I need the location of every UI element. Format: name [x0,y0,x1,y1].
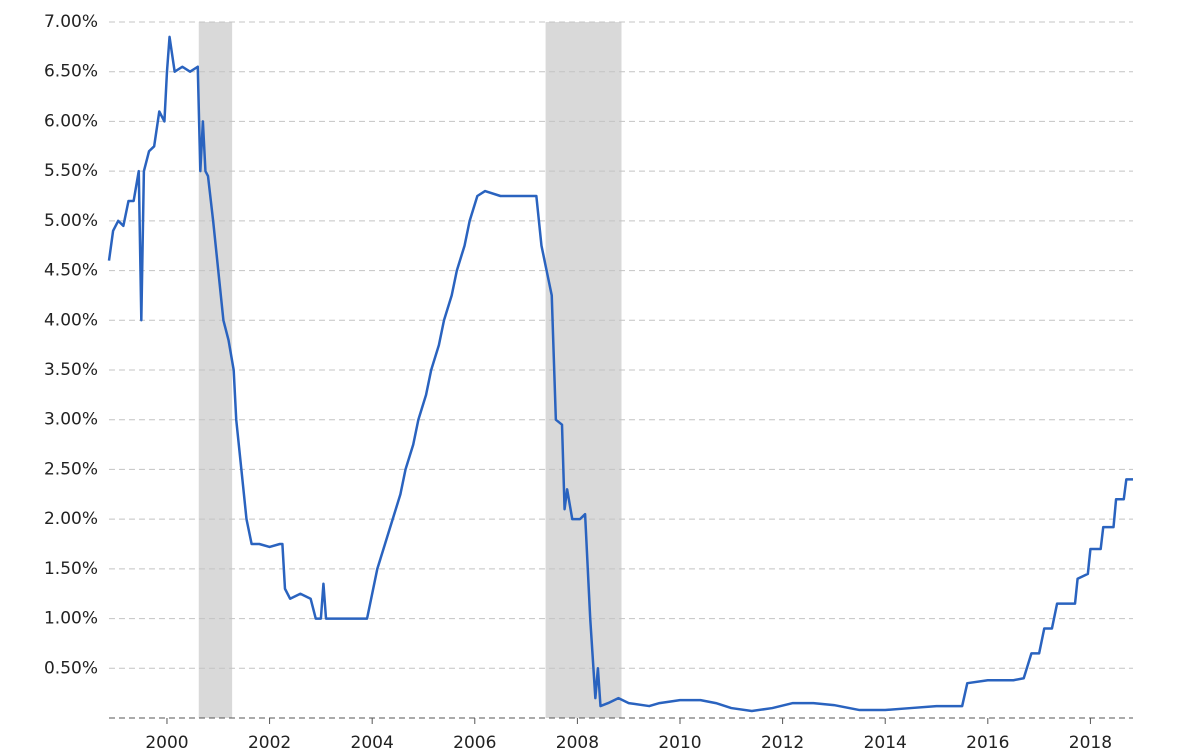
y-tick-label: 4.50% [44,261,98,281]
x-tick-label: 2004 [351,733,394,753]
y-tick-label: 5.00% [44,211,98,231]
y-tick-label: 3.50% [44,360,98,380]
x-tick-label: 2014 [864,733,907,753]
x-tick-label: 2016 [966,733,1009,753]
x-tick-label: 2000 [145,733,188,753]
y-tick-label: 2.00% [44,509,98,529]
y-tick-label: 4.00% [44,310,98,330]
y-tick-label: 1.00% [44,609,98,629]
y-tick-label: 3.00% [44,410,98,430]
y-tick-label: 1.50% [44,559,98,579]
y-tick-label: 6.00% [44,111,98,131]
y-tick-label: 5.50% [44,161,98,181]
y-tick-label: 7.00% [44,12,98,32]
y-tick-label: 6.50% [44,62,98,82]
x-tick-label: 2018 [1069,733,1112,753]
x-tick-label: 2010 [658,733,701,753]
x-tick-label: 2008 [556,733,599,753]
y-tick-label: 0.50% [44,658,98,678]
x-tick-label: 2012 [761,733,804,753]
y-tick-label: 2.50% [44,459,98,479]
x-tick-label: 2006 [453,733,496,753]
x-tick-label: 2002 [248,733,291,753]
rate-line [107,35,1133,713]
